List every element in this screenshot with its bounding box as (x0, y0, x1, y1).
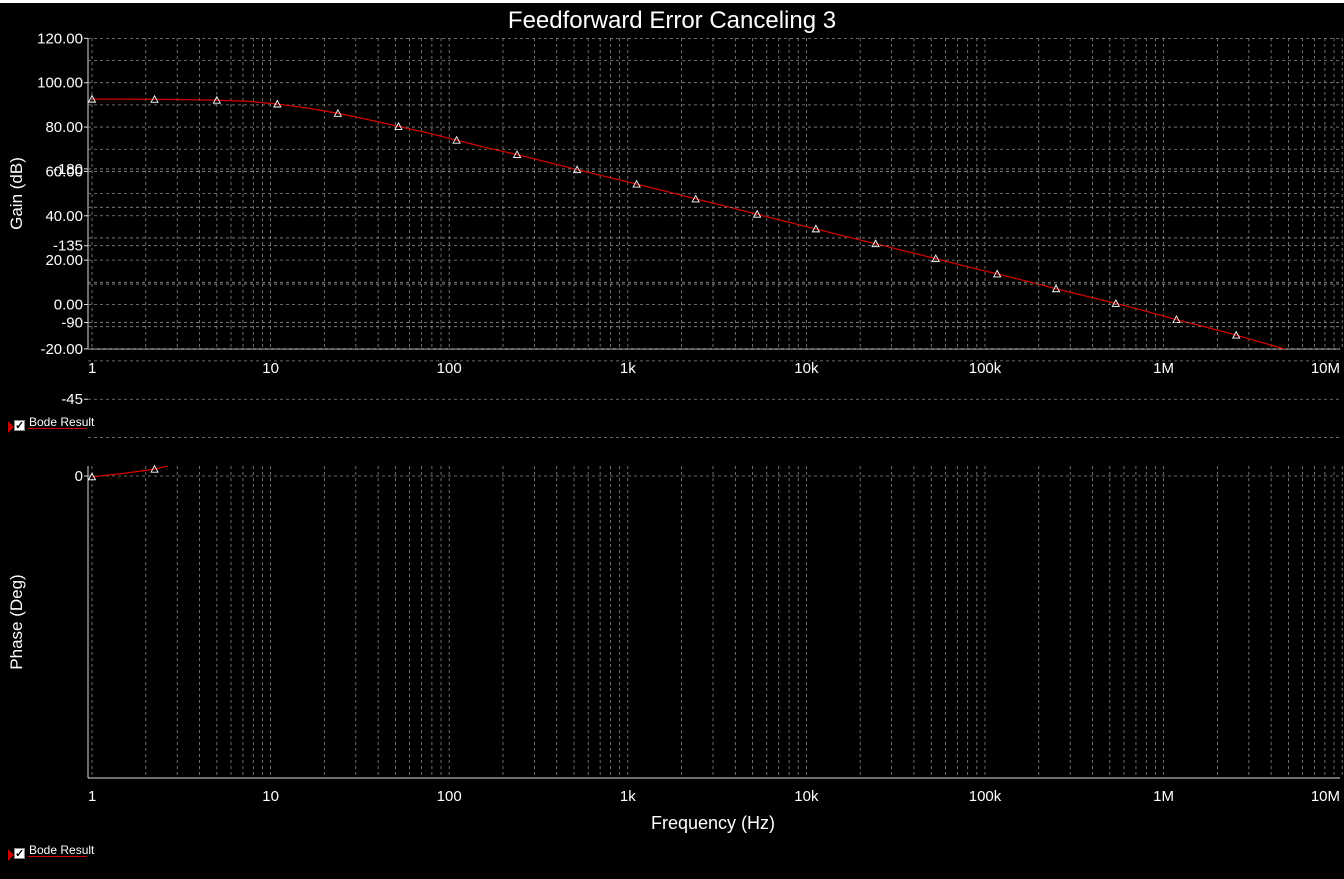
data-point-marker (452, 135, 461, 144)
data-point-marker (572, 165, 582, 174)
data-point-marker (512, 150, 522, 159)
data-point-marker (1051, 284, 1061, 293)
legend-checkbox[interactable]: ✓ (14, 420, 25, 432)
x-tick-label: 100 (437, 360, 462, 377)
x-tick-label: 1M (1153, 788, 1174, 805)
x-tick-label: 100 (437, 788, 462, 805)
y-tick-label: 60.00 (45, 163, 83, 180)
data-point-marker (992, 269, 1002, 278)
y-tick-label: 100.00 (37, 75, 83, 92)
x-tick-label: 1 (88, 360, 96, 377)
y-tick-label: 120.00 (37, 30, 83, 47)
y-axis-label: Gain (dB) (7, 157, 26, 230)
window-top-edge (0, 0, 1344, 3)
x-tick-label: 10k (794, 360, 819, 377)
y-tick-label: 80.00 (45, 119, 83, 136)
chart-title: Feedforward Error Canceling 3 (508, 7, 836, 34)
y-axis-label: Phase (Deg) (7, 574, 26, 669)
phase-plot[interactable]: 0 -45 -90 -135 -180 1 10 100 1k 10k 100k 1M 10M Phase… (7, 161, 1343, 833)
x-tick-label: 10 (262, 360, 279, 377)
data-point-marker (1231, 330, 1241, 339)
data-point-marker (333, 108, 343, 117)
data-point-marker (632, 179, 641, 188)
x-tick-label: 10M (1311, 360, 1340, 377)
data-point-marker (1111, 298, 1121, 307)
series-line (91, 466, 170, 478)
data-point-marker (394, 121, 403, 130)
legend-checkbox[interactable]: ✓ (14, 848, 25, 860)
data-point-marker (212, 95, 222, 104)
y-tick-label: 0 (75, 468, 83, 485)
data-point-marker (87, 472, 97, 481)
legend-label: Bode Result (29, 843, 95, 857)
data-point-marker (87, 94, 97, 103)
data-point-marker (150, 464, 159, 473)
x-tick-label: 1k (620, 788, 636, 805)
x-tick-label: 1k (620, 360, 636, 377)
y-tick-label: -45 (61, 391, 83, 408)
legend-marker-icon (8, 421, 14, 433)
x-axis-label: Frequency (Hz) (651, 813, 775, 833)
x-tick-label: 1M (1153, 360, 1174, 377)
x-tick-label: 100k (969, 360, 1002, 377)
x-tick-label: 100k (969, 788, 1002, 805)
data-point-marker (752, 209, 762, 218)
y-tick-label: -20.00 (40, 341, 83, 358)
x-tick-label: 1 (88, 788, 96, 805)
data-point-marker (150, 94, 159, 103)
series-line (92, 98, 1287, 349)
y-tick-label: -90 (61, 314, 83, 331)
data-point-marker (871, 239, 880, 248)
data-point-marker (691, 194, 700, 203)
legend-marker-icon (8, 849, 14, 861)
legend-label: Bode Result (29, 415, 95, 429)
y-tick-label: 20.00 (45, 252, 83, 269)
y-tick-label: 40.00 (45, 208, 83, 225)
data-point-marker (931, 254, 941, 263)
data-point-marker (811, 224, 821, 233)
gain-plot[interactable]: -20.00 0.00 20.00 40.00 60.00 80.00 100.00 120.… (7, 30, 1343, 377)
x-tick-label: 10 (262, 788, 279, 805)
y-tick-label: -135 (53, 238, 83, 255)
x-tick-label: 10k (794, 788, 819, 805)
x-tick-label: 10M (1311, 788, 1340, 805)
y-tick-label: 0.00 (54, 297, 83, 314)
y-tick-label: -180 (53, 161, 83, 178)
legend-line-swatch (28, 856, 87, 857)
legend-line-swatch (28, 428, 87, 429)
data-point-marker (273, 99, 282, 108)
